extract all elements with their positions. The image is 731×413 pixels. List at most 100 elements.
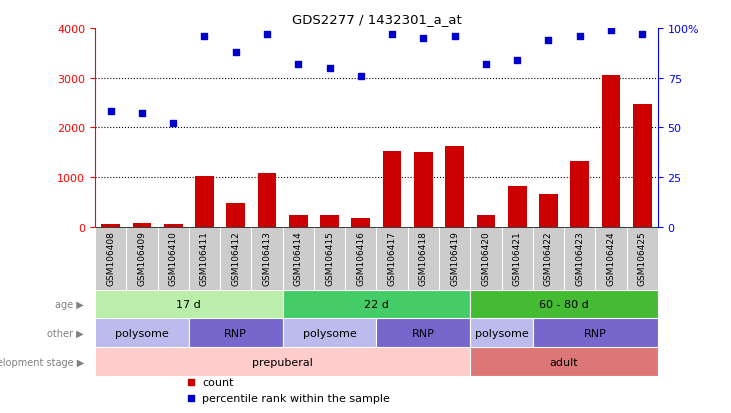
Point bbox=[480, 61, 492, 68]
Bar bbox=[470, 347, 658, 376]
Point bbox=[637, 31, 648, 38]
Bar bbox=[283, 318, 376, 347]
Point bbox=[136, 111, 148, 118]
Point bbox=[261, 31, 273, 38]
Point bbox=[449, 33, 461, 40]
Text: GSM106419: GSM106419 bbox=[450, 230, 459, 285]
Point bbox=[512, 57, 523, 64]
Bar bbox=[189, 318, 283, 347]
Text: GSM106421: GSM106421 bbox=[512, 230, 522, 285]
Point bbox=[637, 31, 648, 38]
Point bbox=[105, 109, 116, 116]
Bar bbox=[352, 219, 370, 227]
Bar bbox=[633, 104, 651, 227]
Text: GSM106422: GSM106422 bbox=[544, 230, 553, 285]
Point bbox=[542, 38, 554, 44]
Bar bbox=[95, 318, 189, 347]
Point bbox=[605, 28, 617, 34]
Point bbox=[386, 31, 398, 38]
Text: RNP: RNP bbox=[224, 328, 247, 338]
Point bbox=[386, 31, 398, 38]
Bar bbox=[102, 224, 120, 227]
Bar bbox=[414, 153, 433, 227]
Text: 22 d: 22 d bbox=[364, 299, 389, 309]
Point bbox=[105, 109, 116, 116]
Bar bbox=[195, 176, 214, 227]
Bar bbox=[383, 152, 401, 227]
Point bbox=[230, 50, 241, 56]
Text: GSM106415: GSM106415 bbox=[325, 230, 334, 285]
Point bbox=[185, 395, 197, 402]
Point bbox=[292, 61, 304, 68]
Title: GDS2277 / 1432301_a_at: GDS2277 / 1432301_a_at bbox=[292, 13, 461, 26]
Text: development stage ▶: development stage ▶ bbox=[0, 357, 84, 367]
Bar bbox=[570, 161, 589, 227]
Point bbox=[136, 111, 148, 118]
Point bbox=[480, 61, 492, 68]
Bar bbox=[508, 186, 526, 227]
Point bbox=[167, 121, 179, 128]
Text: RNP: RNP bbox=[412, 328, 435, 338]
Bar bbox=[602, 76, 621, 227]
Bar bbox=[164, 224, 183, 227]
Bar bbox=[320, 216, 339, 227]
Point bbox=[324, 65, 336, 72]
Text: RNP: RNP bbox=[584, 328, 607, 338]
Text: count: count bbox=[202, 377, 233, 387]
Point bbox=[199, 33, 211, 40]
Text: age ▶: age ▶ bbox=[55, 299, 84, 309]
Text: GSM106418: GSM106418 bbox=[419, 230, 428, 285]
Text: GSM106412: GSM106412 bbox=[231, 230, 240, 285]
Text: 17 d: 17 d bbox=[176, 299, 201, 309]
Point bbox=[417, 36, 429, 42]
Point bbox=[355, 73, 367, 80]
Point bbox=[167, 121, 179, 128]
Text: GSM106424: GSM106424 bbox=[607, 230, 616, 285]
Text: polysome: polysome bbox=[115, 328, 169, 338]
Point bbox=[449, 33, 461, 40]
Point bbox=[417, 36, 429, 42]
Bar bbox=[257, 174, 276, 227]
Bar bbox=[95, 290, 283, 318]
Text: GSM106423: GSM106423 bbox=[575, 230, 584, 285]
Bar bbox=[533, 318, 658, 347]
Point bbox=[355, 73, 367, 80]
Bar bbox=[227, 204, 245, 227]
Point bbox=[261, 31, 273, 38]
Point bbox=[574, 33, 586, 40]
Point bbox=[542, 38, 554, 44]
Bar bbox=[95, 347, 470, 376]
Text: GSM106425: GSM106425 bbox=[637, 230, 647, 285]
Point bbox=[512, 57, 523, 64]
Bar bbox=[470, 290, 658, 318]
Text: polysome: polysome bbox=[474, 328, 529, 338]
Bar bbox=[445, 147, 464, 227]
Bar bbox=[132, 223, 151, 227]
Text: GSM106410: GSM106410 bbox=[169, 230, 178, 285]
Text: adult: adult bbox=[550, 357, 578, 367]
Bar bbox=[470, 318, 533, 347]
Point bbox=[574, 33, 586, 40]
Point bbox=[605, 28, 617, 34]
Text: GSM106417: GSM106417 bbox=[387, 230, 397, 285]
Text: 60 - 80 d: 60 - 80 d bbox=[539, 299, 589, 309]
Text: GSM106411: GSM106411 bbox=[200, 230, 209, 285]
Text: GSM106408: GSM106408 bbox=[106, 230, 115, 285]
Bar bbox=[376, 318, 470, 347]
Text: GSM106409: GSM106409 bbox=[137, 230, 146, 285]
Text: GSM106413: GSM106413 bbox=[262, 230, 271, 285]
Text: other ▶: other ▶ bbox=[47, 328, 84, 338]
Point bbox=[292, 61, 304, 68]
Text: GSM106416: GSM106416 bbox=[356, 230, 366, 285]
Text: GSM106414: GSM106414 bbox=[294, 230, 303, 285]
Text: prepuberal: prepuberal bbox=[252, 357, 313, 367]
Bar bbox=[539, 195, 558, 227]
Point bbox=[230, 50, 241, 56]
Bar bbox=[289, 215, 308, 227]
Bar bbox=[477, 216, 496, 227]
Point bbox=[324, 65, 336, 72]
Text: percentile rank within the sample: percentile rank within the sample bbox=[202, 394, 390, 404]
Bar bbox=[283, 290, 470, 318]
Point bbox=[185, 379, 197, 386]
Text: polysome: polysome bbox=[303, 328, 357, 338]
